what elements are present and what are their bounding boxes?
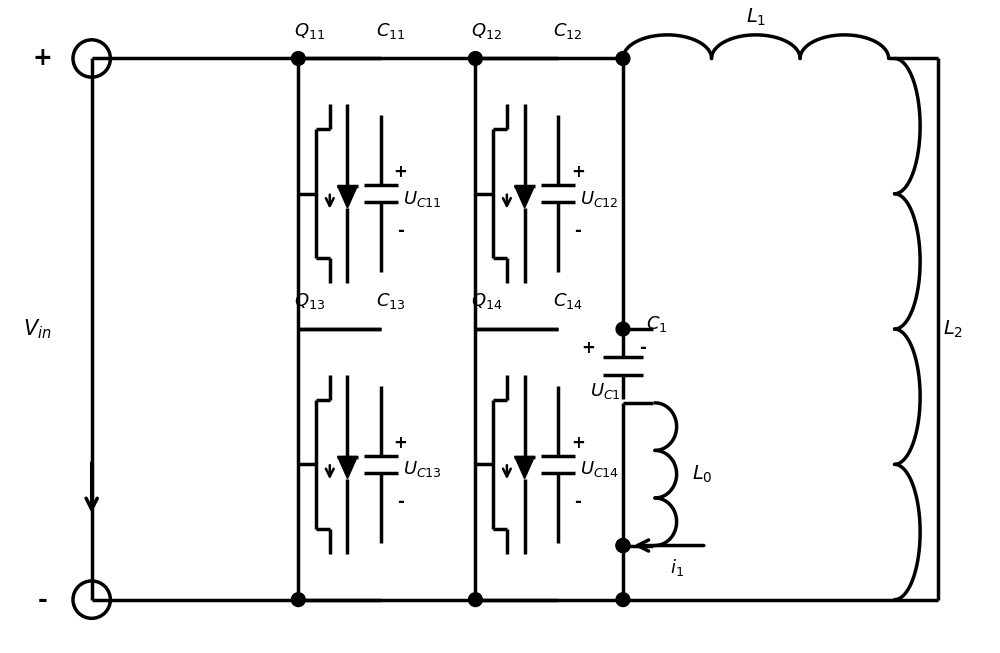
Text: $U_{C14}$: $U_{C14}$ xyxy=(580,459,619,479)
Text: $L_2$: $L_2$ xyxy=(943,319,963,340)
Circle shape xyxy=(616,539,630,552)
Circle shape xyxy=(616,593,630,607)
Text: $U_{C11}$: $U_{C11}$ xyxy=(403,189,441,209)
Circle shape xyxy=(291,52,305,65)
Text: $U_{C1}$: $U_{C1}$ xyxy=(590,381,621,400)
Text: $i_1$: $i_1$ xyxy=(670,556,684,578)
Text: $L_1$: $L_1$ xyxy=(746,7,766,28)
Text: $C_1$: $C_1$ xyxy=(646,314,667,334)
Text: -: - xyxy=(639,340,646,357)
Text: $V_{in}$: $V_{in}$ xyxy=(23,317,52,341)
Text: $Q_{13}$: $Q_{13}$ xyxy=(294,291,326,311)
Text: $C_{13}$: $C_{13}$ xyxy=(376,291,406,311)
Text: +: + xyxy=(394,163,408,181)
Text: -: - xyxy=(574,222,581,240)
Text: -: - xyxy=(574,493,581,511)
Circle shape xyxy=(469,52,482,65)
Text: $L_0$: $L_0$ xyxy=(692,464,713,485)
Text: +: + xyxy=(571,434,585,452)
Polygon shape xyxy=(338,186,357,208)
Polygon shape xyxy=(515,186,534,208)
Polygon shape xyxy=(515,456,534,479)
Text: -: - xyxy=(38,588,47,612)
Text: $U_{C12}$: $U_{C12}$ xyxy=(580,189,618,209)
Text: +: + xyxy=(582,340,595,357)
Text: $Q_{12}$: $Q_{12}$ xyxy=(471,21,502,40)
Text: $C_{11}$: $C_{11}$ xyxy=(376,21,405,40)
Text: -: - xyxy=(397,222,404,240)
Text: -: - xyxy=(397,493,404,511)
Text: $Q_{11}$: $Q_{11}$ xyxy=(294,21,325,40)
Circle shape xyxy=(469,593,482,607)
Text: $Q_{14}$: $Q_{14}$ xyxy=(471,291,503,311)
Text: +: + xyxy=(571,163,585,181)
Text: $C_{12}$: $C_{12}$ xyxy=(553,21,582,40)
Text: +: + xyxy=(394,434,408,452)
Circle shape xyxy=(616,539,630,552)
Circle shape xyxy=(616,52,630,65)
Circle shape xyxy=(291,593,305,607)
Circle shape xyxy=(616,322,630,336)
Text: $C_{14}$: $C_{14}$ xyxy=(553,291,583,311)
Polygon shape xyxy=(338,456,357,479)
Text: $U_{C13}$: $U_{C13}$ xyxy=(403,459,442,479)
Text: +: + xyxy=(33,46,52,71)
